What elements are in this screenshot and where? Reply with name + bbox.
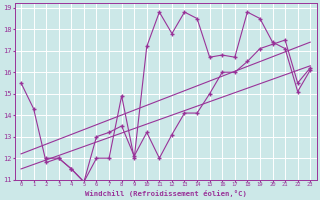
X-axis label: Windchill (Refroidissement éolien,°C): Windchill (Refroidissement éolien,°C) (85, 190, 247, 197)
